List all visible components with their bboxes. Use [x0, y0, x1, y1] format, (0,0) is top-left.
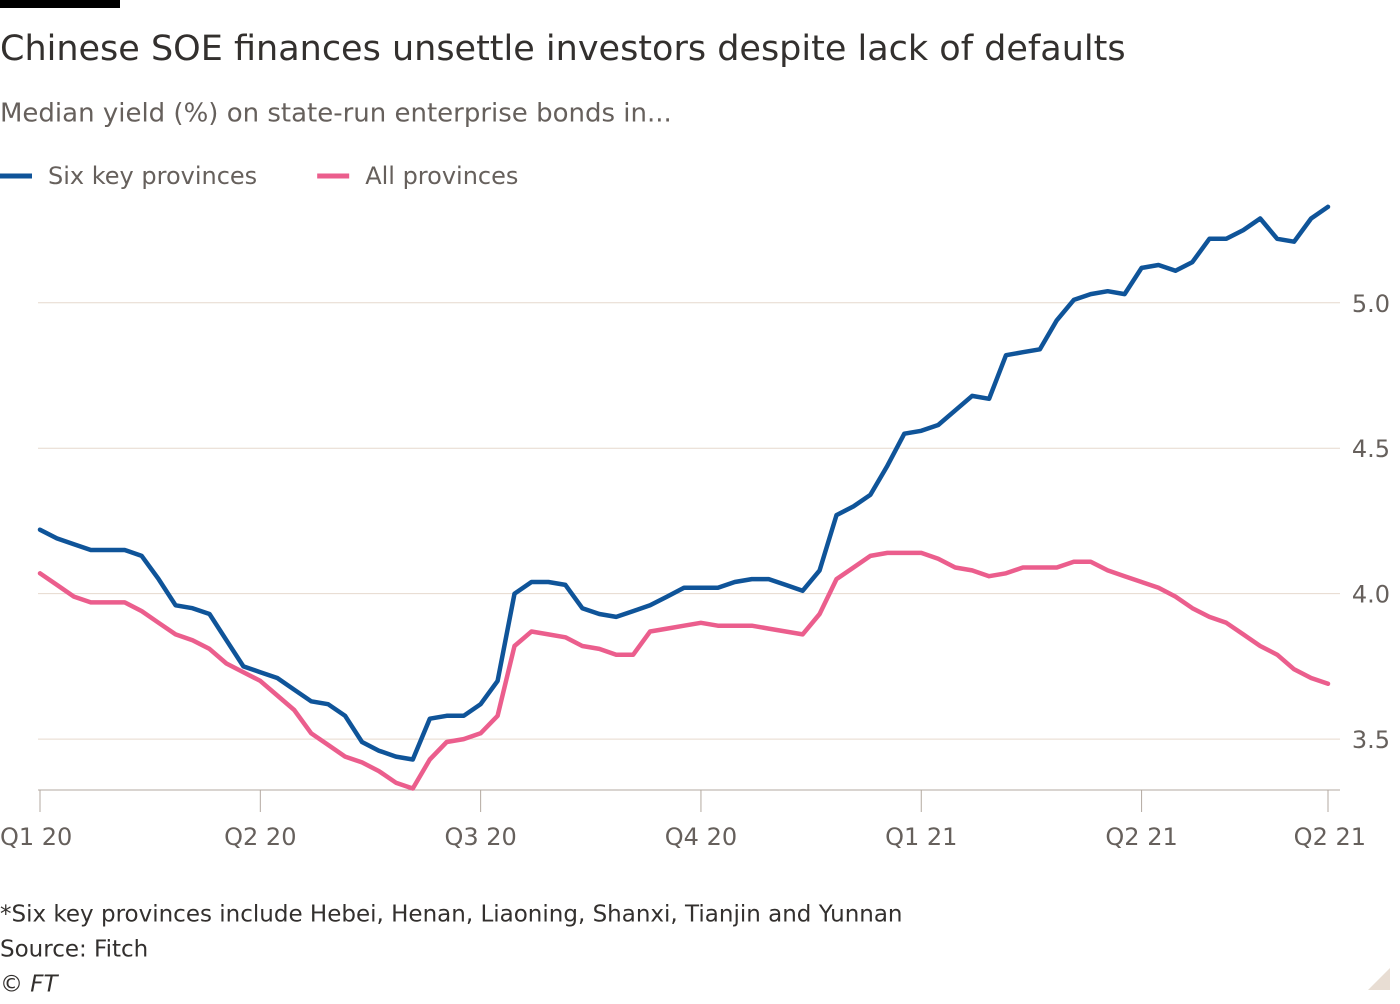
x-tick-label: Q4 20: [665, 823, 737, 851]
y-tick-label: 4.0: [1352, 581, 1390, 609]
chart-title: Chinese SOE finances unsettle investors …: [0, 29, 1126, 69]
source: Source: Fitch: [0, 937, 148, 963]
legend-label: Six key provinces: [48, 162, 257, 190]
y-tick-label: 5.0: [1352, 290, 1390, 318]
y-tick-label: 4.5: [1352, 435, 1390, 463]
x-tick-label: Q1 20: [0, 823, 72, 851]
y-tick-label: 3.5: [1352, 726, 1390, 754]
header-bar: [0, 0, 120, 8]
x-tick-label: Q3 20: [444, 823, 516, 851]
x-tick-label: Q2 21: [1105, 823, 1177, 851]
legend-label: All provinces: [365, 162, 518, 190]
x-tick-label: Q2 21: [1294, 823, 1366, 851]
credit: © FT: [0, 972, 60, 998]
series-line: [37, 550, 1331, 791]
footnote: *Six key provinces include Hebei, Henan,…: [0, 902, 903, 928]
x-tick-label: Q2 20: [224, 823, 296, 851]
x-tick-label: Q1 21: [885, 823, 957, 851]
corner-mark: [1368, 968, 1390, 990]
series-line: [37, 204, 1331, 762]
chart-subtitle: Median yield (%) on state-run enterprise…: [0, 99, 672, 129]
